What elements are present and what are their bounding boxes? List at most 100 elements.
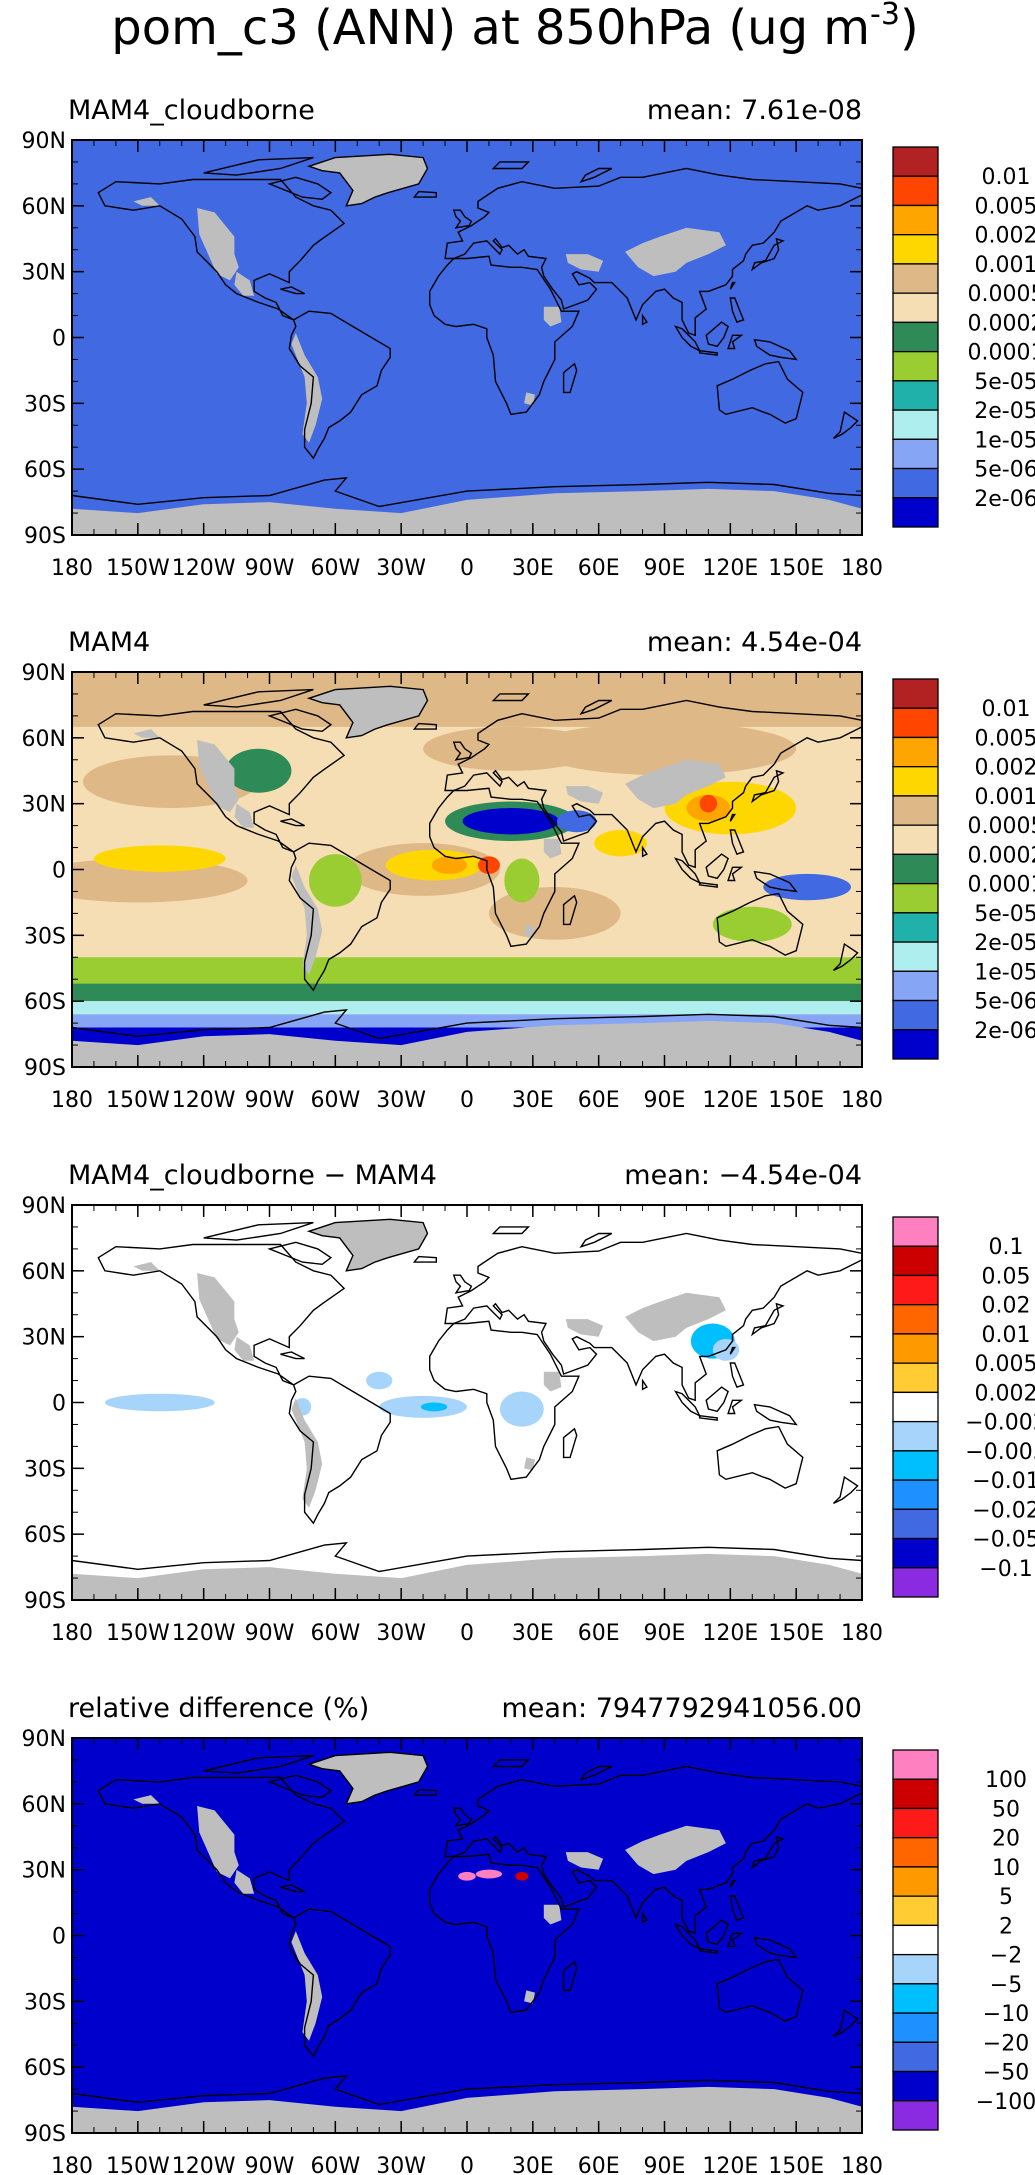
map-missing-greenland	[309, 686, 428, 738]
coastline-britain	[452, 209, 473, 229]
lon-label: 60E	[578, 1621, 620, 1646]
coastline-samerica	[288, 842, 391, 992]
panel-mean: mean: 7.61e-08	[647, 95, 862, 126]
map-region	[431, 856, 468, 874]
legend-label: 0.005	[975, 1352, 1035, 1377]
figure-title-close: )	[900, 0, 919, 56]
lon-label: 150W	[106, 1088, 170, 1113]
lon-label: 30W	[376, 1088, 426, 1113]
coastline-greenland	[306, 1218, 429, 1272]
coastline-baffin	[267, 1774, 333, 1799]
map-missing-andes	[291, 1398, 323, 1508]
coastline-arcticisl	[203, 1754, 314, 1774]
coastline-novaya	[579, 1765, 613, 1782]
panel-mean: mean: 7947792941056.00	[501, 1693, 862, 1724]
legend-swatch	[892, 2070, 939, 2102]
lat-label: 0	[52, 1925, 66, 1950]
lon-label: 0	[460, 1621, 474, 1646]
legend-swatch	[892, 1778, 939, 1810]
map-missing-rockies	[197, 208, 239, 281]
legend-label: 20	[992, 1827, 1020, 1852]
lon-label: 150E	[768, 556, 824, 581]
lon-label: 60E	[578, 1088, 620, 1113]
legend-swatch	[892, 1479, 939, 1510]
coastline-newzealand	[833, 2008, 859, 2038]
map-region	[72, 858, 248, 903]
legend-label: −0.005	[965, 1440, 1035, 1465]
figure-title: pom_c3 (ANN) at 850hPa (ug m-3)	[111, 0, 918, 56]
legend-label: 0.005	[975, 726, 1035, 751]
coastline-taiwan	[729, 1346, 737, 1355]
lon-label: 30W	[376, 1621, 426, 1646]
coastline-namerica	[97, 178, 346, 321]
map-missing-ethiopia	[543, 838, 562, 859]
coastline-java	[698, 349, 718, 356]
legend-label: −0.05	[972, 1528, 1035, 1553]
coastline-namerica	[97, 1243, 346, 1386]
legend-swatch	[892, 1837, 939, 1868]
coastline-antarctica	[72, 477, 862, 535]
map-field	[72, 672, 862, 1067]
coastline-iceland	[412, 1255, 437, 1263]
coastline-madagascar	[562, 1427, 578, 1459]
legend-swatch	[892, 1537, 939, 1569]
coastline-taiwan	[729, 813, 737, 822]
map-region	[763, 873, 852, 901]
legend-label: −100	[976, 2090, 1035, 2115]
lon-label: 90E	[644, 2154, 686, 2175]
panel-label: MAM4	[68, 627, 150, 658]
lon-label: 30E	[512, 556, 554, 581]
lon-label: 180	[51, 2154, 93, 2175]
lon-label: 90E	[644, 1088, 686, 1113]
coastline-novaya	[579, 699, 613, 716]
legend-label: −50	[983, 2061, 1029, 2086]
coastline-sulawesi	[727, 1932, 744, 1948]
legend-label: 0.002	[975, 224, 1035, 249]
map-panel: MAM4_cloudborne mean: 7.61e-08 90N 60N 30N 0 3…	[22, 95, 1035, 581]
legend-swatch	[892, 497, 939, 528]
coastline-novaya	[579, 1232, 613, 1249]
coastline-newguinea	[753, 338, 798, 361]
coastline-baffin	[267, 1241, 333, 1266]
coastline-philippines	[729, 1362, 745, 1388]
legend-swatch	[892, 467, 939, 499]
lon-label: 120W	[172, 556, 236, 581]
lat-label: 30S	[24, 392, 66, 417]
coastline-newzealand	[833, 410, 859, 440]
map-missing-tibet	[625, 1825, 726, 1875]
coastline-samerica	[288, 1908, 391, 2058]
coastline-arcticisl	[203, 1221, 314, 1241]
map-spot	[475, 1869, 503, 1879]
coastline-newguinea	[753, 1936, 798, 1959]
map-missing-safrica	[524, 1457, 535, 1471]
map-region	[93, 845, 226, 872]
map-missing-alaska	[133, 197, 160, 206]
lon-label: 120W	[172, 1088, 236, 1113]
map-missing-greenland	[309, 1219, 428, 1271]
map-missing-tibet	[625, 759, 726, 809]
lon-label: 120E	[702, 556, 758, 581]
map-region	[104, 1393, 215, 1412]
lat-label: 90N	[22, 1194, 66, 1219]
legend-swatch	[892, 766, 939, 797]
map-background	[72, 1738, 862, 2133]
coastline-arcticisl	[203, 688, 314, 708]
legend-label: 100	[985, 1768, 1027, 1793]
legend-swatch	[892, 736, 939, 768]
legend-label: 2	[999, 1914, 1013, 1939]
legend-label: 0.002	[975, 1381, 1035, 1406]
lat-label: 30S	[24, 924, 66, 949]
legend-label: 1e-05	[974, 428, 1035, 453]
coastline-svalbard	[491, 1226, 531, 1235]
lon-label: 30E	[512, 2154, 554, 2175]
map-panels: MAM4_cloudborne mean: 7.61e-08 90N 60N 30N 0 3…	[22, 95, 1035, 2175]
legend-label: 5e-05	[974, 902, 1035, 927]
lon-label: 90W	[245, 2154, 295, 2175]
coastline-borneo	[705, 321, 729, 348]
legend-swatch	[892, 1450, 939, 1481]
map-region	[225, 748, 292, 793]
legend-swatch	[892, 146, 939, 177]
legend-swatch	[892, 1924, 939, 1956]
lon-label: 150W	[106, 2154, 170, 2175]
lat-label: 90S	[24, 2122, 66, 2147]
